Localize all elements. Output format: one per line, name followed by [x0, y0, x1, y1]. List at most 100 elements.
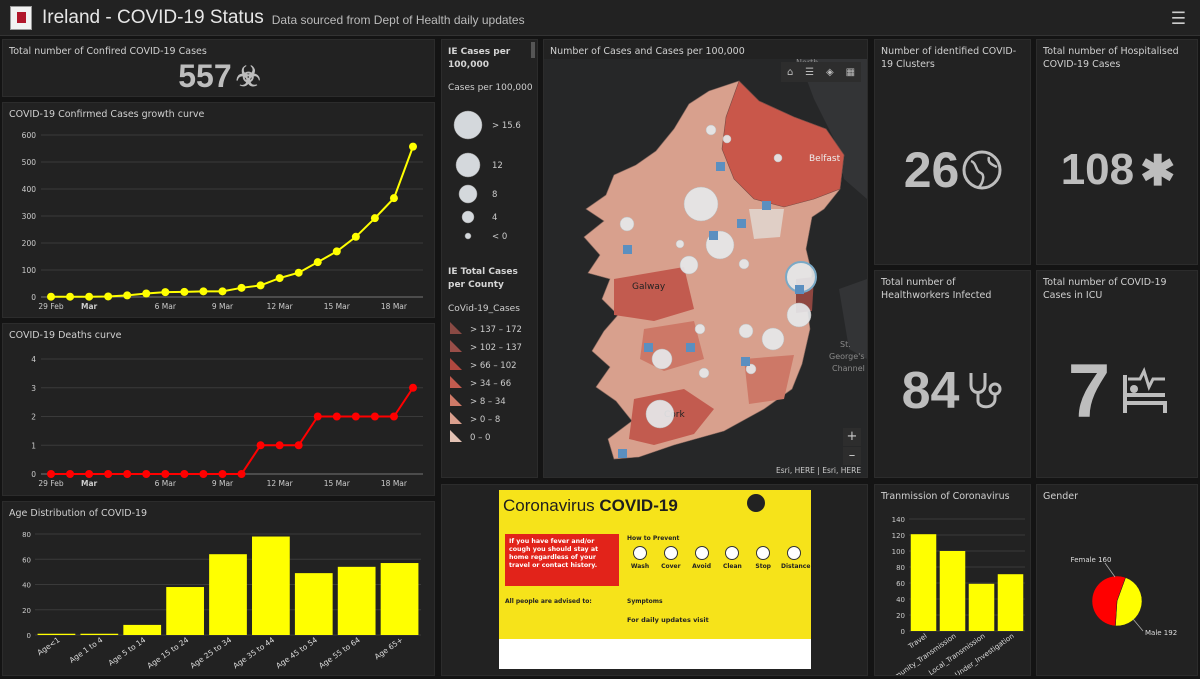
- legend-class-swatch: [450, 430, 462, 442]
- legend-class-swatch: [450, 322, 462, 334]
- zoom-in-button[interactable]: +: [843, 428, 861, 446]
- stethoscope-icon: [969, 373, 1002, 409]
- y-tick-label: 300: [22, 212, 37, 221]
- female-label: Female 160: [1071, 556, 1112, 564]
- map-toolbar: ⌂ ☰ ◈ ▦: [781, 62, 861, 82]
- x-tick-label: 29 Feb: [38, 302, 63, 311]
- asterisk-icon: ✱: [1140, 146, 1176, 194]
- layers-icon[interactable]: ◈: [826, 66, 834, 78]
- x-tick-label: Age 35 to 44: [231, 635, 276, 670]
- map-attribution[interactable]: Esri, HERE | Esri, HERE: [776, 466, 861, 475]
- case-circle[interactable]: [773, 153, 783, 163]
- globe-icon: [962, 150, 1002, 190]
- hamburger-menu-icon[interactable]: ☰: [1170, 9, 1186, 29]
- case-circle[interactable]: [679, 255, 699, 275]
- data-point: [332, 412, 341, 421]
- data-point: [275, 441, 284, 450]
- clusters-panel: Number of identified COVID-19 Clusters 2…: [874, 39, 1031, 265]
- data-point: [409, 142, 417, 151]
- poster-red-text: If you have fever and/or cough you shoul…: [509, 538, 599, 569]
- legend-class-swatch: [450, 412, 462, 424]
- poster-how: How to Prevent: [627, 535, 680, 542]
- home-icon[interactable]: ⌂: [786, 66, 794, 78]
- poster-symptoms: Symptoms: [627, 598, 663, 605]
- case-circle[interactable]: [738, 258, 750, 270]
- hospital-marker: [795, 285, 804, 294]
- legend-class-label: 0 – 0: [470, 433, 490, 443]
- poster-step-icon: [725, 546, 740, 560]
- case-circle[interactable]: [645, 399, 675, 429]
- data-point: [370, 412, 379, 421]
- list-icon[interactable]: ☰: [805, 66, 815, 78]
- case-circle[interactable]: [694, 323, 706, 335]
- legend-circle: [458, 184, 478, 204]
- poster-step-icon: [786, 546, 801, 560]
- bar: [209, 554, 247, 635]
- data-point: [351, 412, 360, 421]
- poster-panel: Coronavirus COVID-19 If you have fever a…: [441, 484, 868, 676]
- y-tick-label: 80: [22, 531, 31, 539]
- hospital-marker: [623, 245, 632, 254]
- data-point: [47, 470, 55, 478]
- data-point: [85, 470, 94, 478]
- legend-scrollbar[interactable]: [531, 42, 535, 58]
- legend-class-label: > 8 – 34: [470, 397, 506, 407]
- y-tick-label: 0: [31, 470, 36, 479]
- legend-title: IE Cases per 100,000: [448, 47, 511, 70]
- zoom-out-button[interactable]: –: [843, 447, 861, 465]
- case-circle[interactable]: [786, 302, 812, 328]
- case-circle[interactable]: [619, 216, 635, 232]
- ulster-border-region: [749, 209, 784, 239]
- data-point: [294, 268, 303, 277]
- icu-title: Total number of COVID-19 Cases in ICU: [1043, 277, 1167, 301]
- legend-circle-label: 8: [492, 190, 497, 200]
- data-point: [142, 289, 151, 298]
- legend-circle: [464, 232, 472, 240]
- legend-class-swatch: [450, 394, 462, 406]
- bar: [380, 563, 419, 635]
- clusters-value: 26: [903, 142, 960, 198]
- y-tick-label: 0: [27, 632, 31, 640]
- data-point: [370, 214, 379, 223]
- basemap-icon[interactable]: ▦: [845, 66, 856, 78]
- case-circle[interactable]: [675, 239, 685, 249]
- icu-bed-icon: [1123, 367, 1168, 413]
- biohazard-icon: ☣: [235, 60, 261, 92]
- data-point: [332, 247, 341, 256]
- data-point: [161, 288, 170, 297]
- legend-county-classes: > 137 – 172 > 102 – 137 > 66 – 102 > 34 – 6…: [450, 322, 522, 443]
- ireland-map[interactable]: Belfast Galway Cork North St. George's C…: [544, 59, 867, 477]
- legend-circle-label: 12: [492, 161, 503, 171]
- poster-step-label: Wash: [630, 563, 650, 570]
- case-circle[interactable]: [651, 348, 673, 370]
- bar: [252, 536, 290, 635]
- y-tick-label: 120: [892, 532, 905, 540]
- case-circle[interactable]: [722, 134, 732, 144]
- data-point: [218, 470, 227, 478]
- case-circles[interactable]: [619, 124, 817, 429]
- y-tick-label: 20: [22, 607, 31, 615]
- case-circle[interactable]: [738, 323, 754, 339]
- case-circle[interactable]: [745, 363, 757, 375]
- deaths-curve-panel: COVID-19 Deaths curve 0 1 2 3 4 29 Feb Mar 6 Ma…: [2, 323, 435, 496]
- case-circle[interactable]: [698, 367, 710, 379]
- confirmed-cases-value: 557: [178, 57, 232, 94]
- data-point: [351, 232, 360, 241]
- data-point: [104, 292, 113, 301]
- data-point: [256, 281, 265, 290]
- gender-panel: Gender Female 160 Male 192: [1036, 484, 1198, 676]
- legend-circle: [461, 210, 475, 224]
- series-line: [51, 146, 414, 298]
- y-tick-label: 400: [22, 185, 37, 194]
- poster-step-label: Stop: [755, 563, 771, 570]
- case-circle[interactable]: [705, 124, 717, 136]
- case-circle[interactable]: [683, 186, 719, 222]
- y-tick-label: 140: [892, 516, 905, 524]
- data-point: [123, 291, 132, 300]
- bar: [997, 574, 1024, 631]
- y-tick-label: 60: [22, 556, 31, 564]
- poster-advised: All people are advised to:: [505, 598, 592, 605]
- case-circle[interactable]: [761, 327, 785, 351]
- label-sea-3: Channel: [832, 364, 865, 373]
- hospital-marker: [709, 231, 718, 240]
